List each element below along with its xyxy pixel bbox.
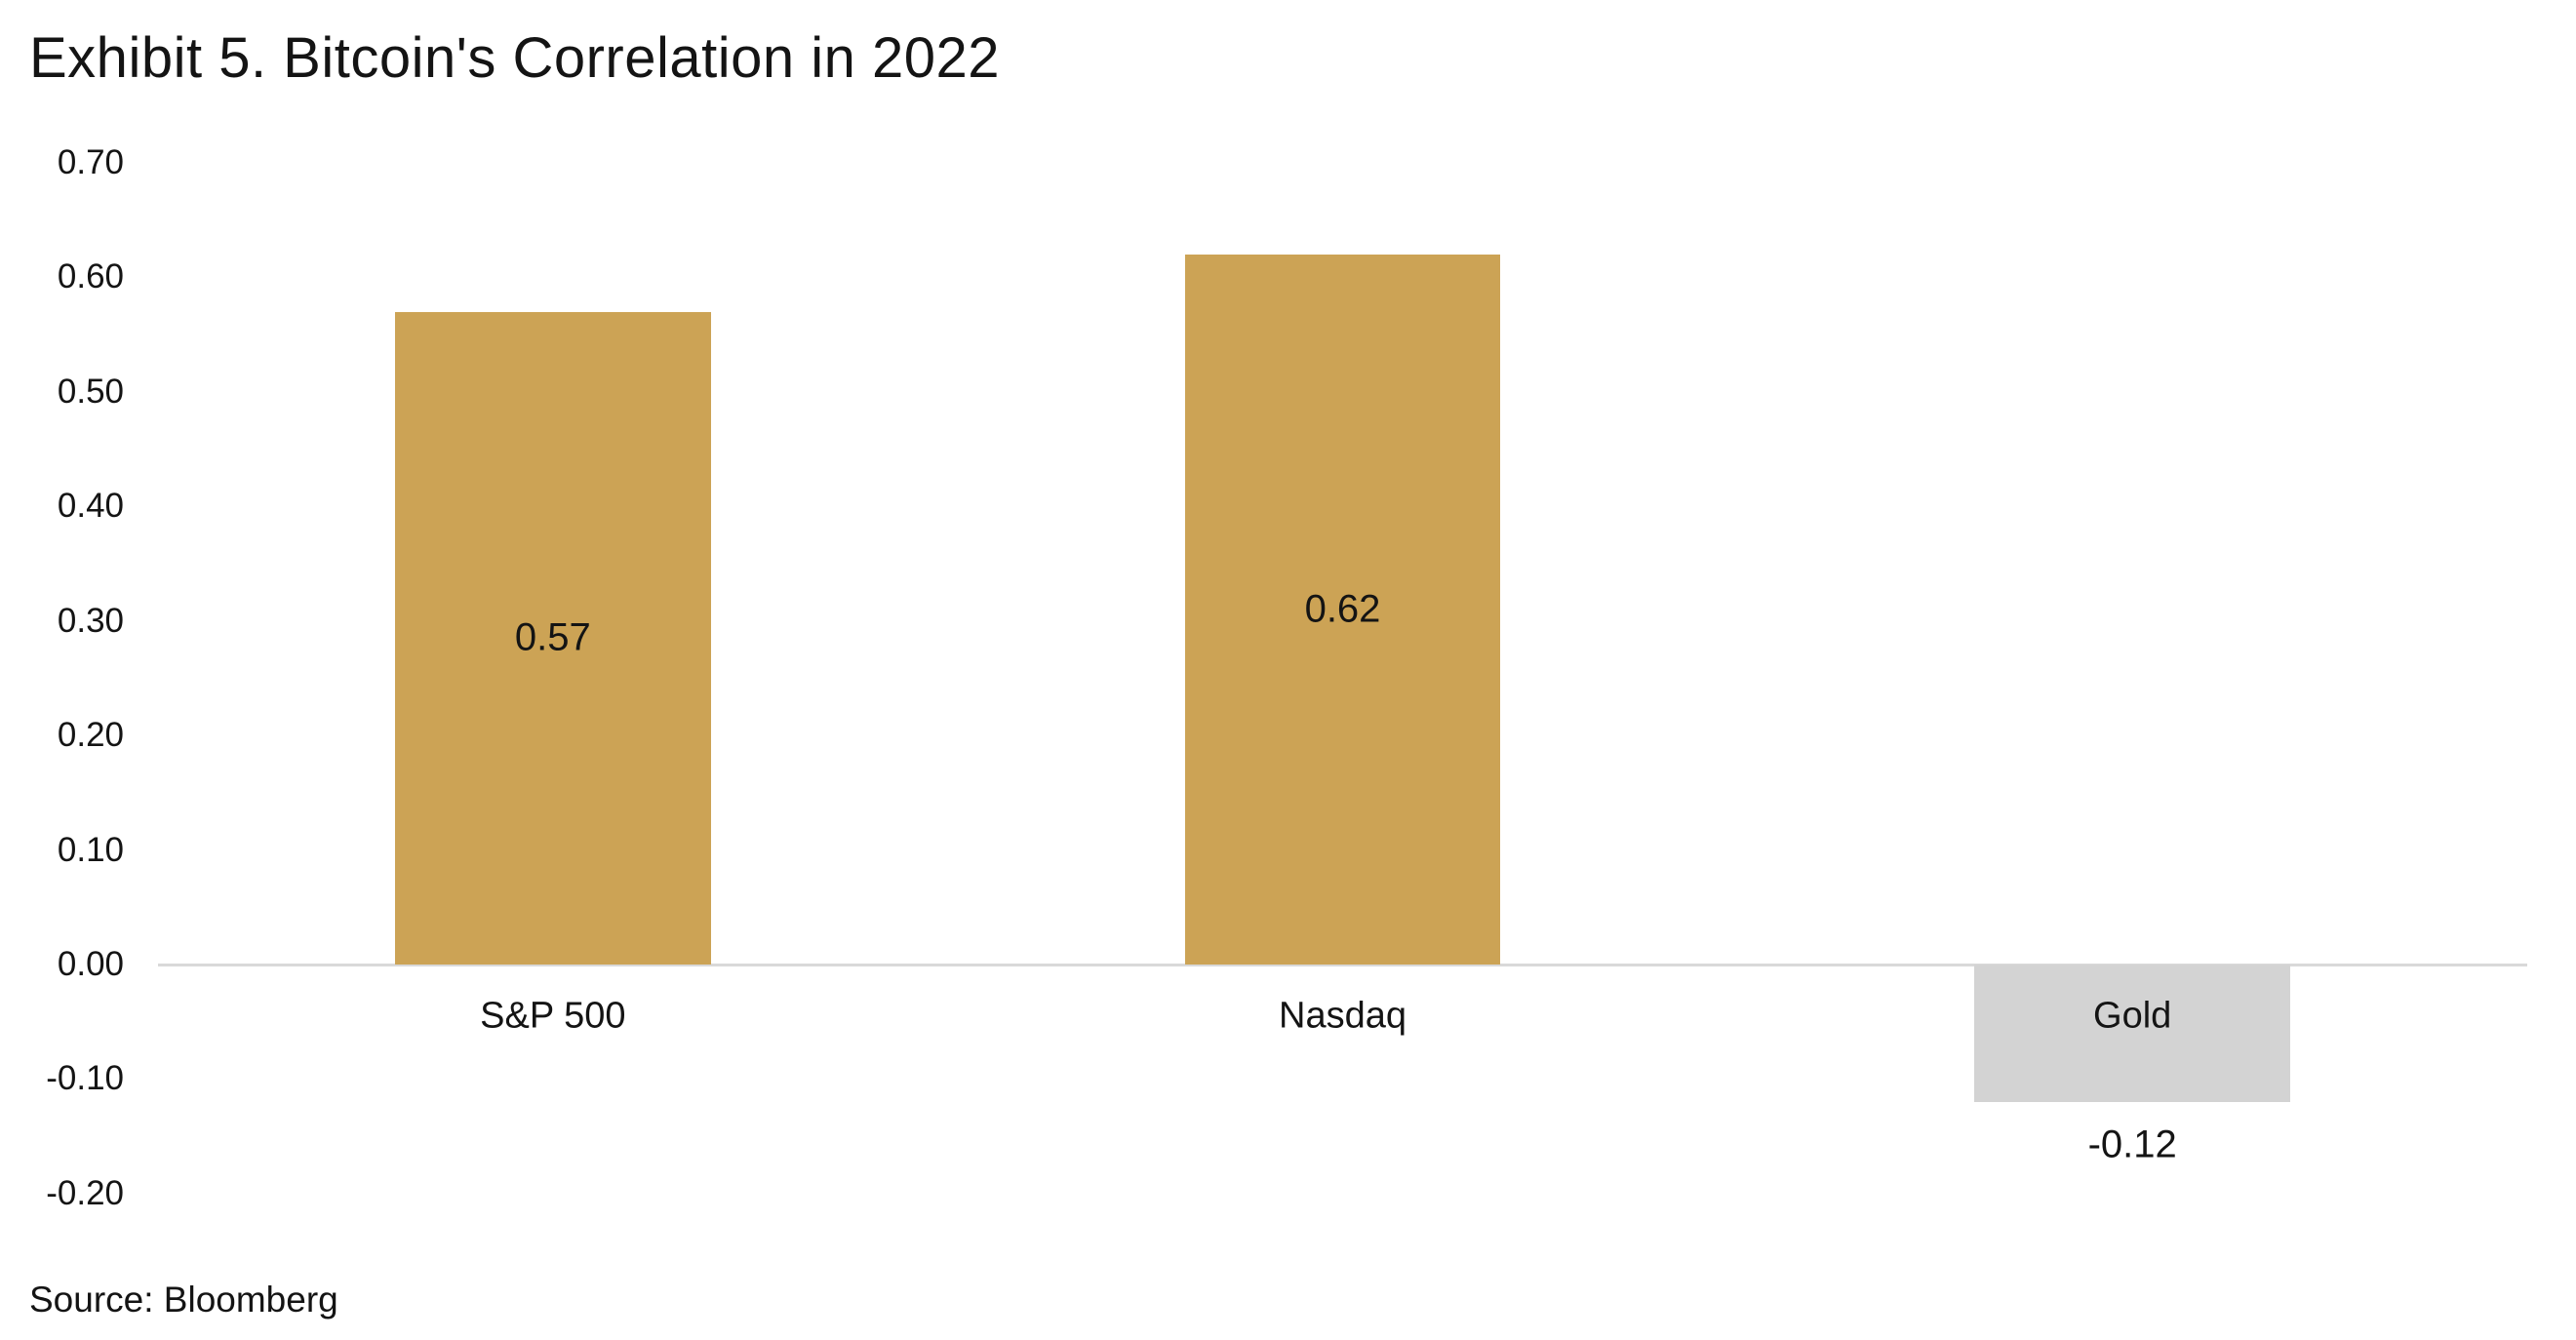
bar-value-label-nasdaq: 0.62 [1304,587,1381,631]
category-label-gold: Gold [2093,995,2172,1037]
category-label-nasdaq: Nasdaq [1279,995,1407,1037]
bar-value-label-gold: -0.12 [2087,1123,2177,1166]
y-tick-label--0.20: -0.20 [46,1173,124,1212]
source-note: Source: Bloomberg [29,1280,338,1320]
bar-gold [1974,965,2291,1102]
y-tick-label-0.30: 0.30 [57,601,124,640]
y-tick-label-0.70: 0.70 [57,142,124,181]
y-tick-label--0.10: -0.10 [46,1059,124,1098]
bar-sandp-500 [394,311,711,965]
chart-title: Exhibit 5. Bitcoin's Correlation in 2022 [29,26,1001,90]
category-label-sandp-500: S&P 500 [480,995,626,1037]
y-tick-label-0.40: 0.40 [57,487,124,526]
bar-value-label-sandp-500: 0.57 [514,615,591,659]
bar-nasdaq [1184,254,1501,965]
y-tick-label-0.50: 0.50 [57,372,124,411]
y-tick-label-0.00: 0.00 [57,945,124,983]
y-tick-label-0.60: 0.60 [57,257,124,296]
y-tick-label-0.20: 0.20 [57,716,124,755]
x-axis-line [158,964,2527,966]
y-tick-label-0.10: 0.10 [57,830,124,869]
